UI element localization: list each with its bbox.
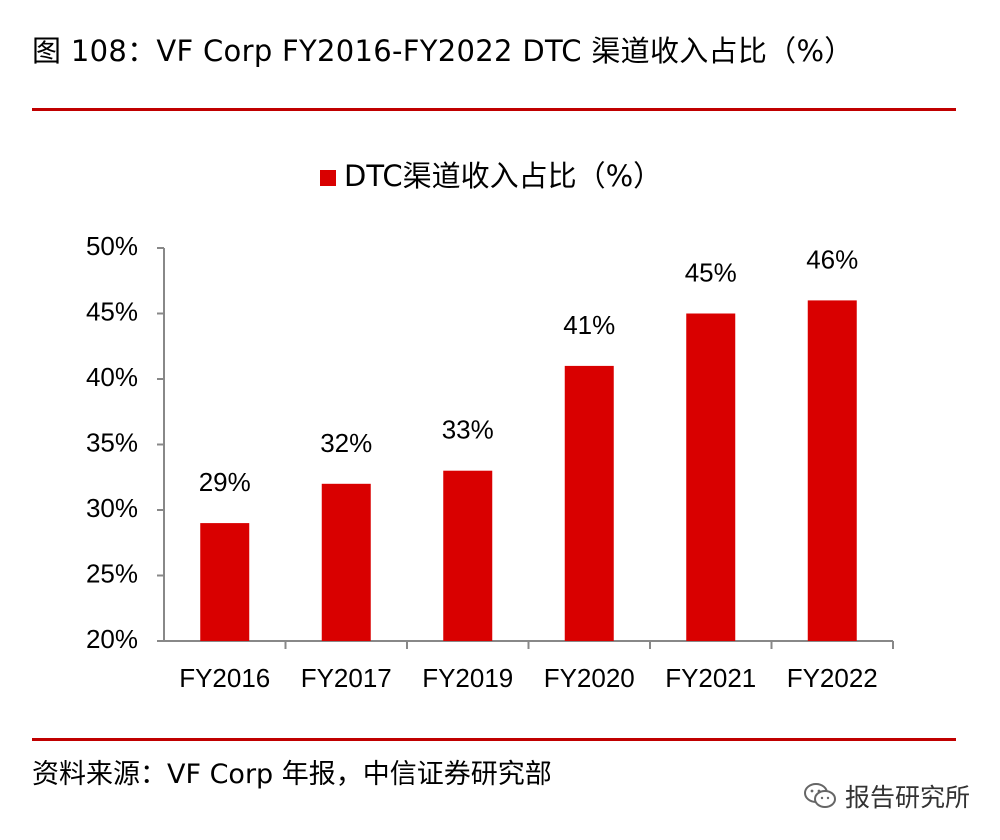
y-tick-label: 20%	[86, 624, 138, 654]
figure-title: 图 108：VF Corp FY2016-FY2022 DTC 渠道收入占比（%…	[32, 34, 854, 68]
x-tick-label: FY2019	[422, 663, 513, 693]
x-tick-label: FY2020	[544, 663, 635, 693]
wechat-icon	[803, 783, 836, 808]
bar	[321, 483, 371, 641]
bar	[686, 313, 736, 641]
bar-value-label: 41%	[563, 310, 615, 340]
x-tick-label: FY2016	[179, 663, 270, 693]
bar	[443, 470, 493, 641]
bar	[200, 523, 250, 641]
x-tick-label: FY2021	[665, 663, 756, 693]
legend-label: DTC渠道收入占比（%）	[344, 159, 662, 193]
bar-value-label: 29%	[199, 467, 251, 497]
source-note: 资料来源：VF Corp 年报，中信证券研究部	[32, 759, 552, 790]
bar-chart: DTC渠道收入占比（%） 20% 25% 30% 35% 40% 45% 50% 29% FY20…	[86, 159, 894, 693]
x-tick-label: FY2022	[787, 663, 878, 693]
bar-value-label: 33%	[442, 415, 494, 445]
x-tick-label: FY2017	[301, 663, 392, 693]
bar	[564, 365, 614, 641]
watermark-text: 报告研究所	[844, 783, 970, 812]
bottom-rule	[32, 738, 956, 741]
bar	[807, 300, 857, 641]
bar-value-label: 46%	[806, 244, 858, 274]
y-tick-label: 30%	[86, 493, 138, 523]
watermark: 报告研究所	[803, 778, 970, 814]
y-tick-label: 40%	[86, 362, 138, 392]
y-tick-label: 50%	[86, 231, 138, 261]
legend-swatch	[320, 170, 336, 186]
y-tick-label: 45%	[86, 296, 138, 326]
y-tick-label: 35%	[86, 427, 138, 457]
y-tick-label: 25%	[86, 558, 138, 588]
bar-value-label: 32%	[320, 428, 372, 458]
top-rule	[32, 108, 956, 111]
bar-value-label: 45%	[685, 258, 737, 288]
